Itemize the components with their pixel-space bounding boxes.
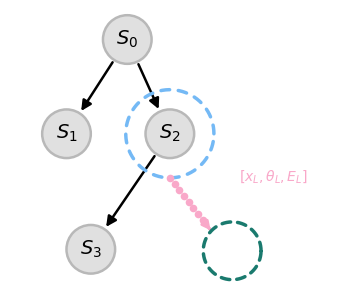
Circle shape — [103, 15, 151, 64]
Text: $S_1$: $S_1$ — [56, 123, 78, 144]
Text: $S_3$: $S_3$ — [80, 239, 102, 260]
Circle shape — [146, 109, 194, 158]
Circle shape — [67, 225, 115, 274]
Text: $[x_L, \theta_L, E_L]$: $[x_L, \theta_L, E_L]$ — [239, 168, 308, 185]
Text: $S_2$: $S_2$ — [159, 123, 181, 144]
Text: $S_0$: $S_0$ — [116, 29, 138, 50]
Circle shape — [42, 109, 91, 158]
